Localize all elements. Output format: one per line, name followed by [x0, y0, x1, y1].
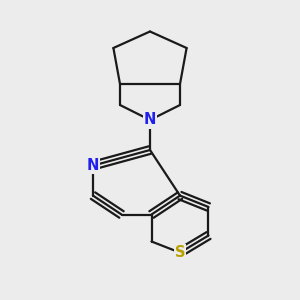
Text: N: N [144, 112, 156, 128]
Text: N: N [87, 158, 99, 173]
Text: S: S [175, 245, 185, 260]
